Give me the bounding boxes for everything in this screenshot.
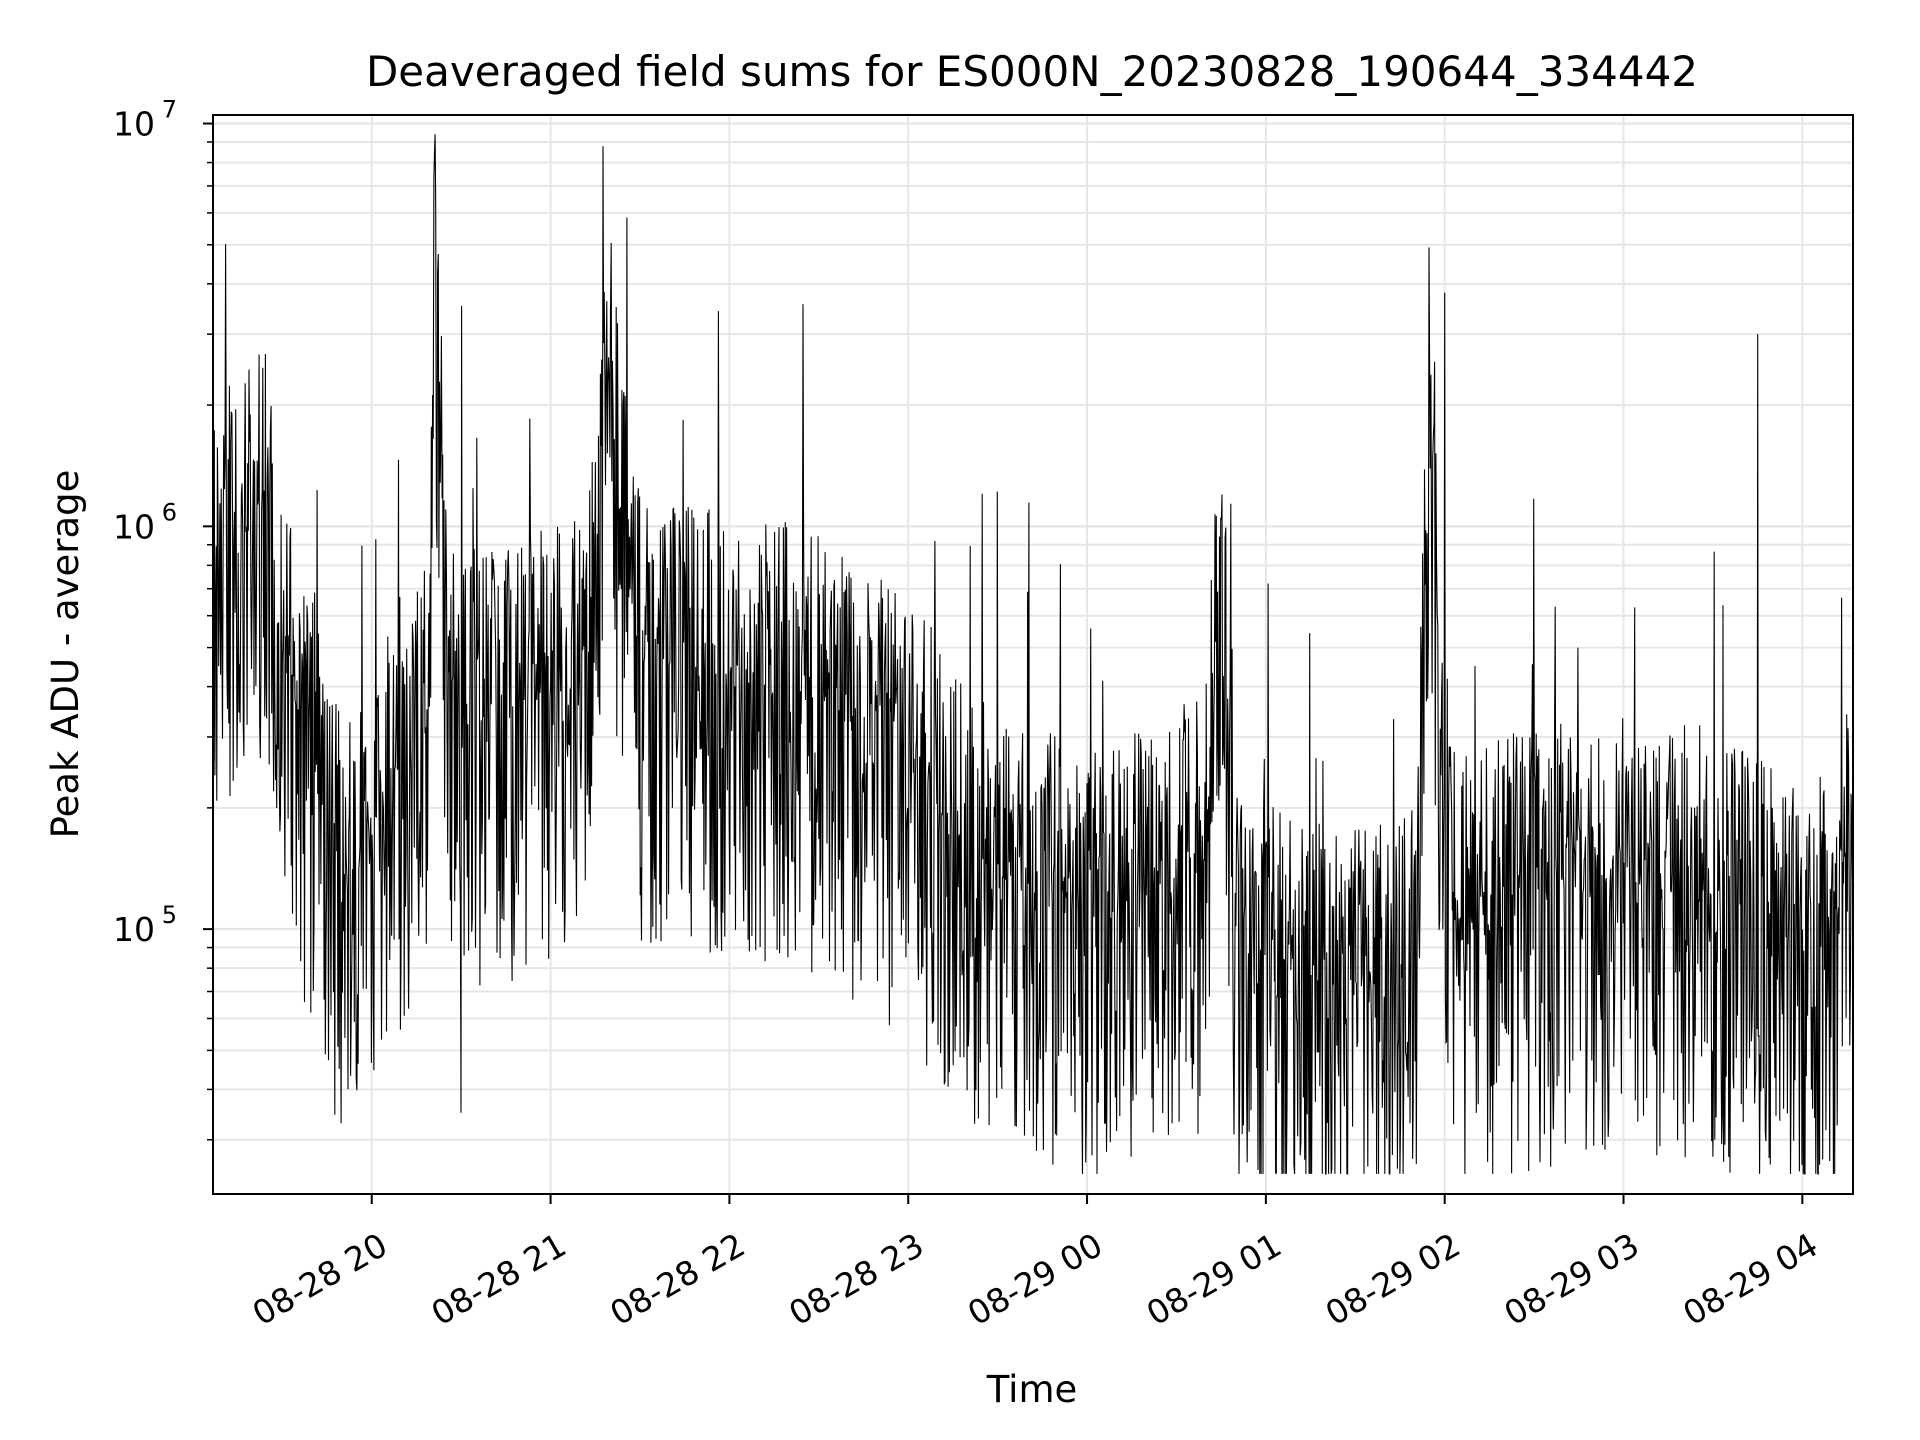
x-axis-label: Time: [986, 1368, 1078, 1411]
y-tick-base: 10: [113, 105, 155, 144]
plot-frame: [212, 114, 1854, 1195]
y-tick-base: 10: [113, 507, 155, 546]
series-line: [212, 134, 1854, 1175]
y-tick-label: 10: [113, 910, 155, 949]
chart-title: Deaveraged field sums for ES000N_2023082…: [366, 47, 1698, 96]
data-line: [212, 134, 1854, 1175]
y-tick-label: 10: [113, 507, 155, 546]
y-tick-exponent: 7: [162, 96, 177, 124]
y-axis-label: Peak ADU - average: [44, 470, 87, 839]
y-tick-exponent: 5: [162, 901, 177, 929]
y-tick-label: 10: [113, 105, 155, 144]
y-tick-exponent: 6: [162, 498, 177, 526]
y-tick-base: 10: [113, 910, 155, 949]
